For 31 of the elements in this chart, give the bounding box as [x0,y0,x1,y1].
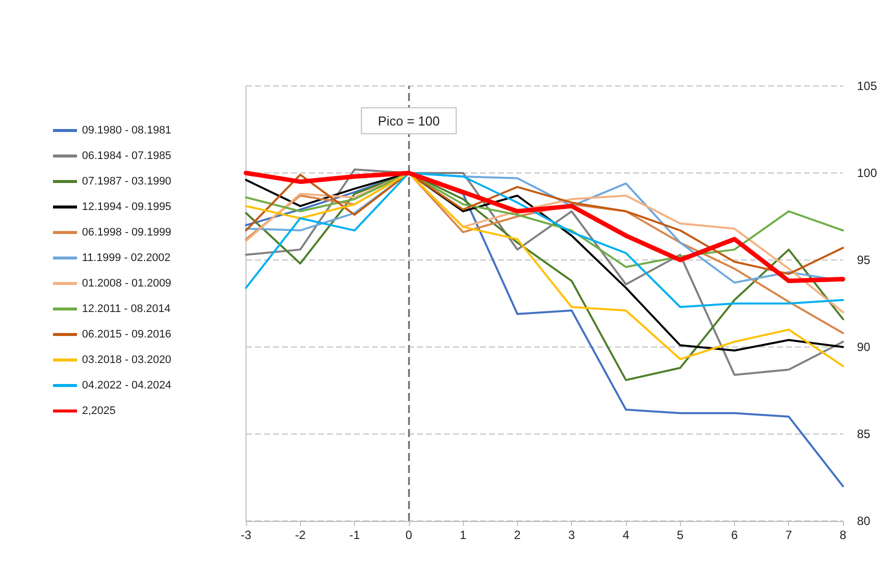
annotation: Pico = 100 [378,113,440,128]
legend-label: 01.2008 - 01.2009 [82,278,172,290]
x-tick-label: 6 [731,528,738,542]
y-tick-label: 90 [857,340,871,354]
y-tick-label: 100 [857,166,878,180]
legend-label: 04.2022 - 04.2024 [82,380,172,392]
legend-label: 09.1980 - 08.1981 [82,124,172,136]
legend-label: 06.1984 - 07.1985 [82,150,172,162]
y-tick-label: 85 [857,427,871,441]
legend-label: 12.1994 - 09.1995 [82,201,172,213]
x-tick-label: 7 [785,528,792,542]
x-tick-label: 0 [405,528,412,542]
x-tick-label: 2 [514,528,522,542]
x-tick-label: 4 [622,528,630,542]
x-tick-label: 3 [568,528,576,542]
legend-label: 12.2011 - 08.2014 [82,303,170,315]
x-tick-label: -2 [294,528,306,542]
y-tick-label: 80 [857,514,871,528]
y-tick-label: 95 [857,253,871,267]
legend-label: 11.1999 - 02.2002 [82,252,170,264]
x-tick-label: 5 [676,528,684,542]
x-tick-label: -1 [349,528,360,542]
x-tick-label: 8 [840,528,847,542]
legend-label: 06.2015 - 09.2016 [82,328,172,340]
x-tick-label: -3 [240,528,252,542]
legend-label: 2,2025 [82,405,116,417]
y-tick-label: 105 [857,79,878,93]
legend-label: 03.2018 - 03.2020 [82,354,172,366]
legend-label: 06.1998 - 09.1999 [82,226,172,238]
legend-label: 07.1987 - 03.1990 [82,176,172,188]
x-tick-label: 1 [460,528,467,542]
